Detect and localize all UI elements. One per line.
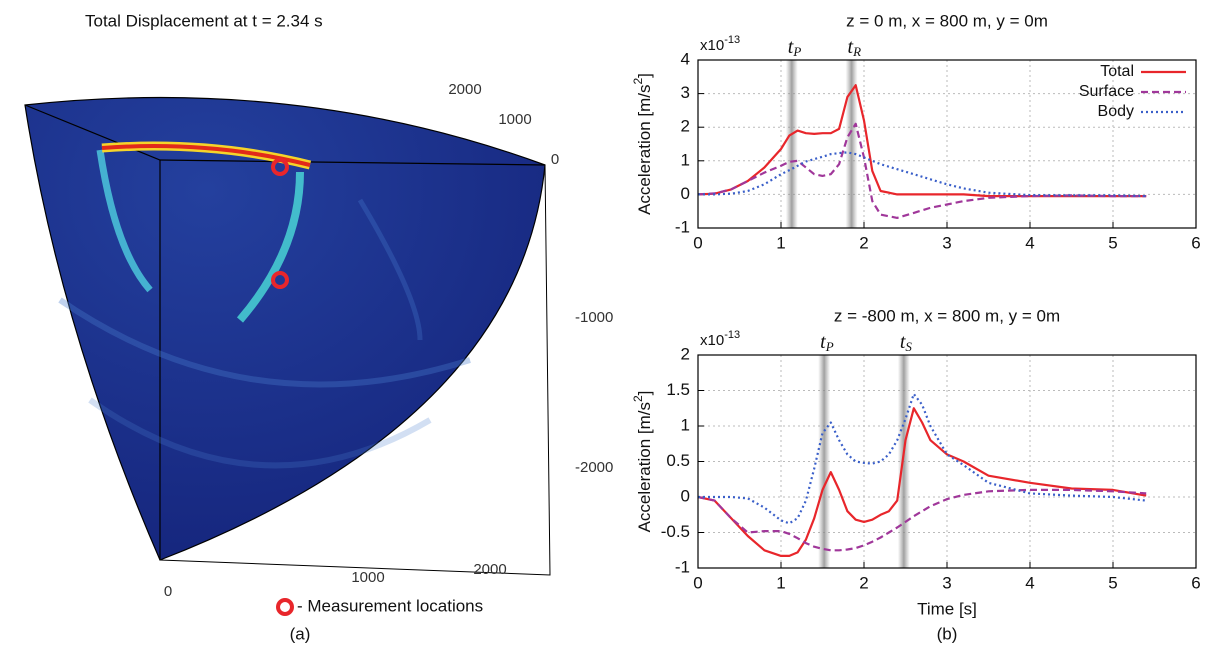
y-axis-label-sup: 2 — [631, 78, 645, 85]
marker-label-sub: R — [852, 44, 861, 59]
panel-title: Total Displacement at t = 2.34 s — [85, 11, 323, 30]
marker-label: tR — [848, 36, 862, 59]
plot-frame — [697, 354, 1197, 569]
y-axis-label-end: ] — [635, 391, 654, 396]
x-tick-label: 3 — [942, 233, 951, 252]
y-multiplier-exponent: -13 — [724, 34, 740, 46]
axis-tick-label: -2000 — [575, 459, 613, 476]
y-tick-label: -1 — [675, 557, 690, 576]
y-tick-label: 2 — [681, 117, 690, 136]
x-tick-label: 0 — [693, 573, 702, 592]
legend-label: Body — [1098, 103, 1134, 120]
y-axis-label-end: ] — [635, 73, 654, 78]
arrival-band — [897, 355, 910, 568]
series-line — [697, 122, 1147, 219]
x-tick-label: 3 — [942, 573, 951, 592]
volume-render — [24, 96, 551, 616]
axis-tick-label: -1000 — [575, 309, 613, 326]
y-multiplier: x10-13 — [700, 329, 740, 349]
arrival-band — [785, 60, 798, 228]
axis-tick-label: 0 — [164, 583, 172, 600]
axis-tick-label: 2000 — [448, 81, 481, 98]
x-tick-label: 6 — [1191, 573, 1200, 592]
axis-tick-label: 2000 — [473, 561, 506, 578]
marker-label: tP — [788, 36, 802, 59]
marker-label-main: t — [788, 36, 794, 58]
plot-frame — [697, 59, 1197, 229]
y-multiplier-exponent: -13 — [724, 329, 740, 341]
chart-title: z = 0 m, x = 800 m, y = 0m — [846, 11, 1048, 30]
y-tick-label: -0.5 — [661, 522, 690, 541]
x-tick-label: 2 — [859, 573, 868, 592]
y-axis-label: Acceleration [m/s2] — [631, 73, 654, 215]
y-tick-label: 1 — [681, 150, 690, 169]
legend-label: - Measurement locations — [297, 596, 483, 615]
x-tick-label: 4 — [1025, 233, 1034, 252]
y-tick-label: 0 — [681, 486, 690, 505]
series-line — [698, 392, 1147, 525]
caption: (a) — [290, 624, 311, 643]
axis-tick-label: 0 — [551, 151, 559, 168]
marker-label-main: t — [900, 331, 906, 353]
x-tick-label: 5 — [1108, 573, 1117, 592]
axis-tick-label: 1000 — [351, 569, 384, 586]
legend-label: Total — [1100, 63, 1134, 80]
y-tick-label: 2 — [681, 344, 690, 363]
y-multiplier-base: x10 — [700, 37, 724, 54]
x-tick-label: 1 — [776, 233, 785, 252]
y-tick-label: 0 — [681, 184, 690, 203]
legend-label: Surface — [1079, 83, 1134, 100]
caption: (b) — [937, 624, 958, 643]
marker-label-sub: P — [825, 339, 834, 354]
y-tick-label: 3 — [681, 83, 690, 102]
series-line — [697, 407, 1147, 557]
x-tick-label: 2 — [859, 233, 868, 252]
y-axis-label-sup: 2 — [631, 395, 645, 402]
y-tick-label: 1.5 — [666, 380, 690, 399]
marker-label-sub: S — [905, 339, 912, 354]
x-tick-label: 1 — [776, 573, 785, 592]
y-multiplier: x10-13 — [700, 34, 740, 54]
x-tick-label: 6 — [1191, 233, 1200, 252]
series-line — [697, 488, 1147, 552]
y-axis-label-main: Acceleration [m/s — [635, 402, 654, 532]
y-tick-label: 4 — [681, 49, 690, 68]
series-line — [698, 151, 1147, 198]
series-line — [697, 84, 1147, 198]
marker-label: tS — [900, 331, 913, 354]
axis-tick-label: 1000 — [498, 111, 531, 128]
x-tick-label: 5 — [1108, 233, 1117, 252]
chart-title: z = -800 m, x = 800 m, y = 0m — [834, 306, 1060, 325]
y-tick-label: 0.5 — [666, 451, 690, 470]
x-tick-label: 4 — [1025, 573, 1034, 592]
y-tick-label: -1 — [675, 217, 690, 236]
marker-label-sub: P — [792, 44, 801, 59]
marker-label-main: t — [820, 331, 826, 353]
y-tick-label: 1 — [681, 415, 690, 434]
y-axis-label: Acceleration [m/s2] — [631, 391, 654, 533]
y-axis-label-main: Acceleration [m/s — [635, 85, 654, 215]
x-tick-label: 0 — [693, 233, 702, 252]
marker-label: tP — [820, 331, 834, 354]
marker-label-main: t — [848, 36, 854, 58]
arrival-band — [818, 355, 831, 568]
y-multiplier-base: x10 — [700, 332, 724, 349]
arrival-band — [845, 60, 858, 228]
x-axis-label: Time [s] — [917, 599, 977, 618]
